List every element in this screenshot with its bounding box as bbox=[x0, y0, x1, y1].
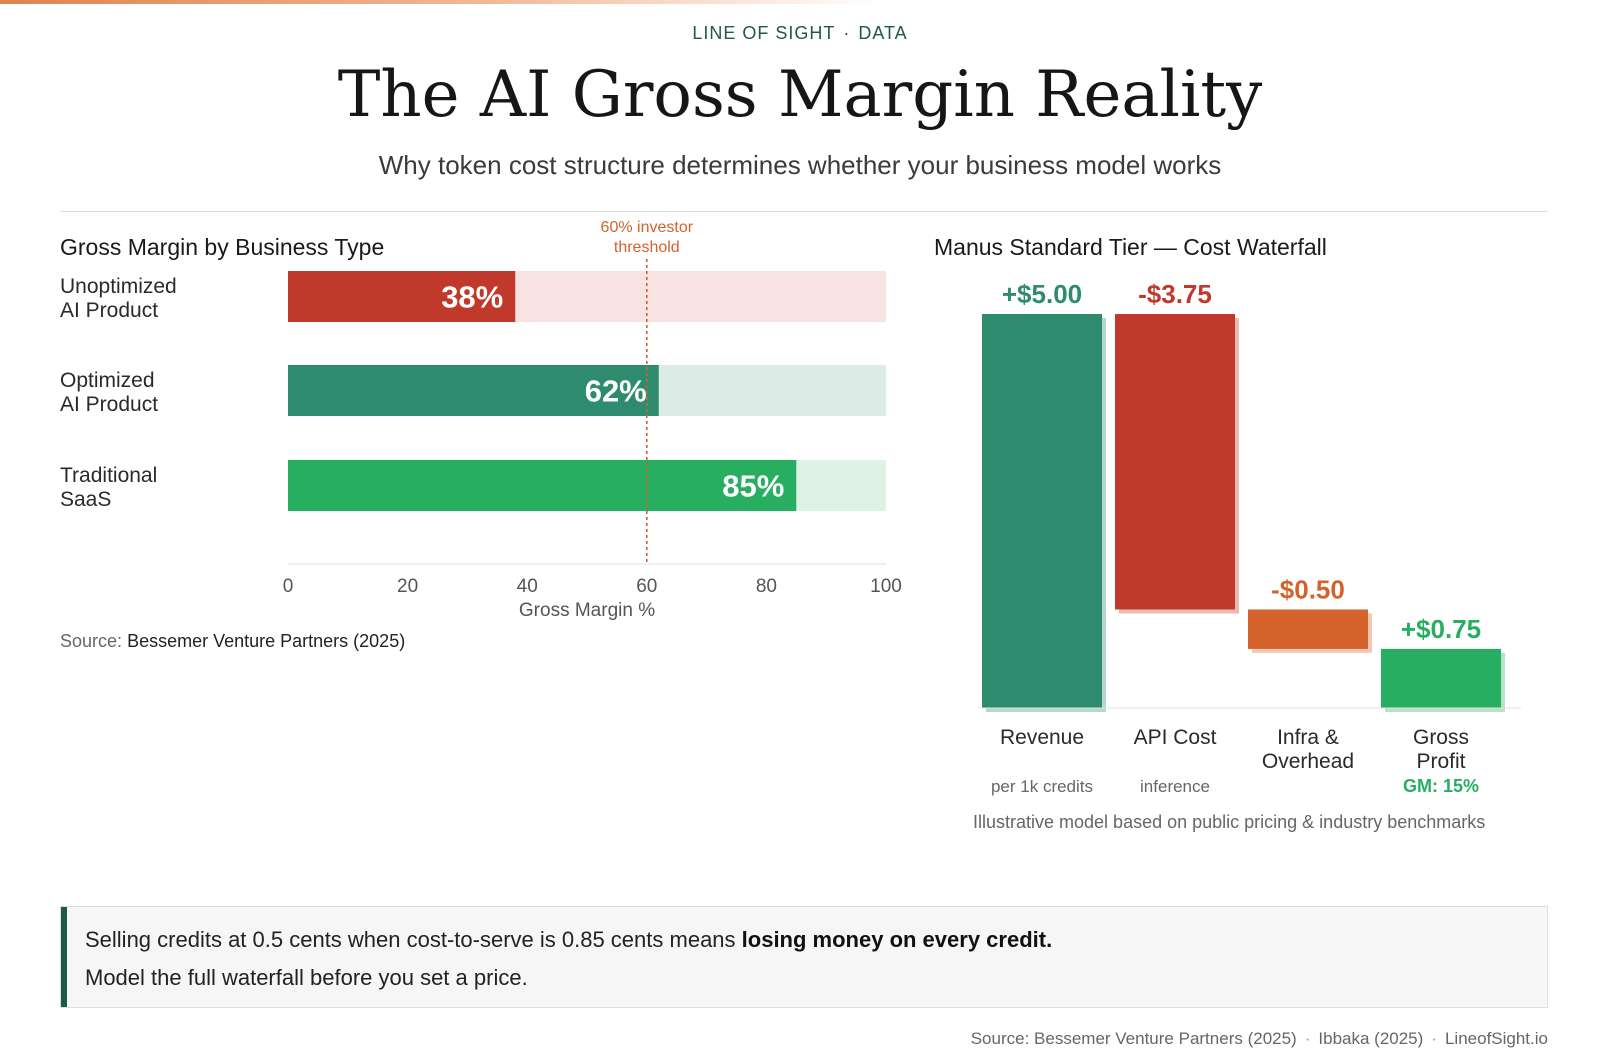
footer-site: LineofSight.io bbox=[1444, 1029, 1548, 1048]
bar-value-label: 85% bbox=[722, 469, 784, 504]
right-chart-title: Manus Standard Tier — Cost Waterfall bbox=[934, 234, 1327, 260]
threshold-label: 60% investor bbox=[601, 219, 694, 236]
waterfall-bar bbox=[1381, 648, 1501, 708]
category-label: Profit bbox=[1416, 750, 1465, 773]
cost-waterfall-chart: +$5.00 Revenue per 1k credits -$3.75 API Cos… bbox=[978, 279, 1521, 796]
category-label: Gross bbox=[1413, 726, 1469, 749]
footer-separator: · bbox=[1431, 1029, 1437, 1048]
page-title: The AI Gross Margin Reality bbox=[337, 58, 1263, 132]
callout-line-1: Selling credits at 0.5 cents when cost-t… bbox=[85, 927, 1052, 953]
callout-accent-bar bbox=[61, 907, 67, 1007]
waterfall-bar bbox=[982, 314, 1102, 708]
category-label: Infra & bbox=[1277, 726, 1339, 749]
category-label: AI Product bbox=[60, 393, 158, 416]
category-label: SaaS bbox=[60, 488, 111, 511]
x-tick-label: 40 bbox=[517, 576, 538, 597]
category-label: Revenue bbox=[1000, 726, 1084, 749]
callout-line-1-text: Selling credits at 0.5 cents when cost-t… bbox=[85, 927, 742, 952]
bar-value-label: +$0.75 bbox=[1401, 614, 1481, 644]
footer-source-2: Ibbaka (2025) bbox=[1318, 1029, 1424, 1048]
bar-value-label: 62% bbox=[585, 374, 647, 409]
x-tick-label: 80 bbox=[756, 576, 777, 597]
category-sublabel: per 1k credits bbox=[991, 777, 1093, 796]
callout-line-1-emphasis: losing money on every credit. bbox=[741, 927, 1053, 952]
category-label: Overhead bbox=[1262, 750, 1354, 773]
page-subtitle: Why token cost structure determines whet… bbox=[378, 150, 1222, 180]
bar bbox=[288, 271, 516, 322]
waterfall-bar bbox=[1115, 314, 1235, 610]
left-source-prefix: Source: bbox=[60, 631, 123, 651]
category-sublabel: GM: 15% bbox=[1403, 776, 1479, 796]
kicker: LINE OF SIGHT · DATA bbox=[0, 23, 1600, 44]
category-sublabel: inference bbox=[1140, 777, 1210, 796]
left-source-name: Bessemer Venture Partners (2025) bbox=[127, 631, 406, 651]
bar-value-label: 38% bbox=[441, 280, 503, 315]
kicker-separator: · bbox=[843, 23, 851, 43]
bar-value-label: -$0.50 bbox=[1271, 575, 1345, 605]
category-label: AI Product bbox=[60, 299, 158, 322]
threshold-label: threshold bbox=[614, 239, 680, 256]
footer-separator: · bbox=[1304, 1029, 1311, 1048]
x-tick-label: 60 bbox=[636, 576, 657, 597]
footer-source-1: Source: Bessemer Venture Partners (2025) bbox=[970, 1029, 1297, 1048]
top-accent-bar bbox=[0, 0, 880, 4]
kicker-section: DATA bbox=[858, 23, 908, 43]
kicker-brand: LINE OF SIGHT bbox=[692, 23, 836, 43]
x-tick-label: 100 bbox=[870, 576, 902, 597]
x-tick-label: 20 bbox=[397, 576, 418, 597]
header-divider bbox=[60, 211, 1548, 212]
category-label: Traditional bbox=[60, 464, 157, 487]
left-chart-title: Gross Margin by Business Type bbox=[60, 234, 385, 260]
left-source-note: Source: Bessemer Venture Partners (2025) bbox=[60, 631, 405, 652]
x-tick-label: 0 bbox=[283, 576, 294, 597]
bar bbox=[288, 460, 797, 511]
waterfall-bar bbox=[1248, 609, 1368, 649]
callout-line-2: Model the full waterfall before you set … bbox=[85, 965, 528, 990]
bar bbox=[288, 365, 659, 416]
key-takeaway-callout: Selling credits at 0.5 cents when cost-t… bbox=[60, 906, 1548, 1008]
bar-value-label: +$5.00 bbox=[1002, 279, 1082, 309]
category-label: API Cost bbox=[1134, 726, 1217, 749]
category-label: Optimized bbox=[60, 369, 155, 392]
x-axis-title: Gross Margin % bbox=[519, 600, 655, 621]
right-chart-note: Illustrative model based on public prici… bbox=[973, 812, 1486, 832]
footer-sources: Source: Bessemer Venture Partners (2025)… bbox=[971, 1029, 1548, 1049]
category-label: Unoptimized bbox=[60, 275, 177, 298]
bar-value-label: -$3.75 bbox=[1138, 279, 1212, 309]
